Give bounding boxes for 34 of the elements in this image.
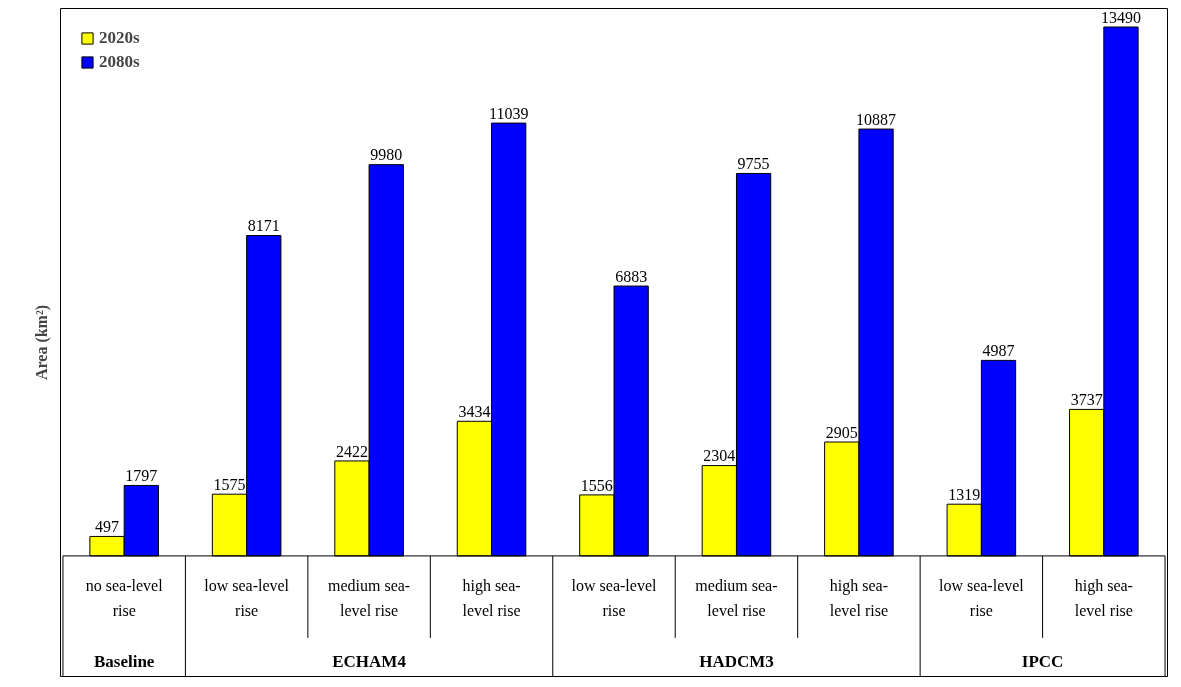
data-label: 497 [95,518,120,536]
data-label: 1797 [125,467,158,485]
data-label: 11039 [488,104,529,122]
x-tick-label: medium sea-level rise [327,576,411,619]
data-label: 2422 [335,442,368,460]
x-tick-label: high sea-level rise [829,576,889,619]
data-label: 2304 [703,447,736,465]
data-label: 1575 [213,475,246,493]
data-label: 3434 [458,403,491,421]
x-tick-label: high sea-level rise [1074,576,1133,619]
data-label: 2905 [825,423,858,441]
x-tick-label: high sea-level rise [462,576,521,619]
data-label: 9980 [370,146,403,164]
data-label: 4987 [982,342,1015,360]
x-tick-label: low sea-level rise [571,576,657,619]
data-label: 6883 [615,267,648,285]
text: IPCC [1021,652,1064,672]
text: Baseline [93,652,155,672]
text: ECHAM4 [332,652,407,672]
data-label: 9755 [737,155,770,173]
data-label: 1319 [948,485,981,503]
text: HADCM3 [699,652,774,672]
x-tick-label: low sea-level rise [204,576,290,619]
data-label: 10887 [856,110,897,128]
legend-label: 2080s [99,52,140,72]
y-axis-title: Area (km²) [32,304,51,381]
legend-label: 2020s [99,28,140,48]
data-label: 8171 [247,217,280,235]
x-tick-label: low sea-level rise [938,576,1025,619]
data-label: 1556 [580,476,613,494]
data-label: 13490 [1100,8,1141,26]
data-label: 3737 [1070,391,1103,409]
x-tick-label: medium sea-level rise [695,576,778,619]
x-tick-label: no sea-level rise [85,576,164,619]
